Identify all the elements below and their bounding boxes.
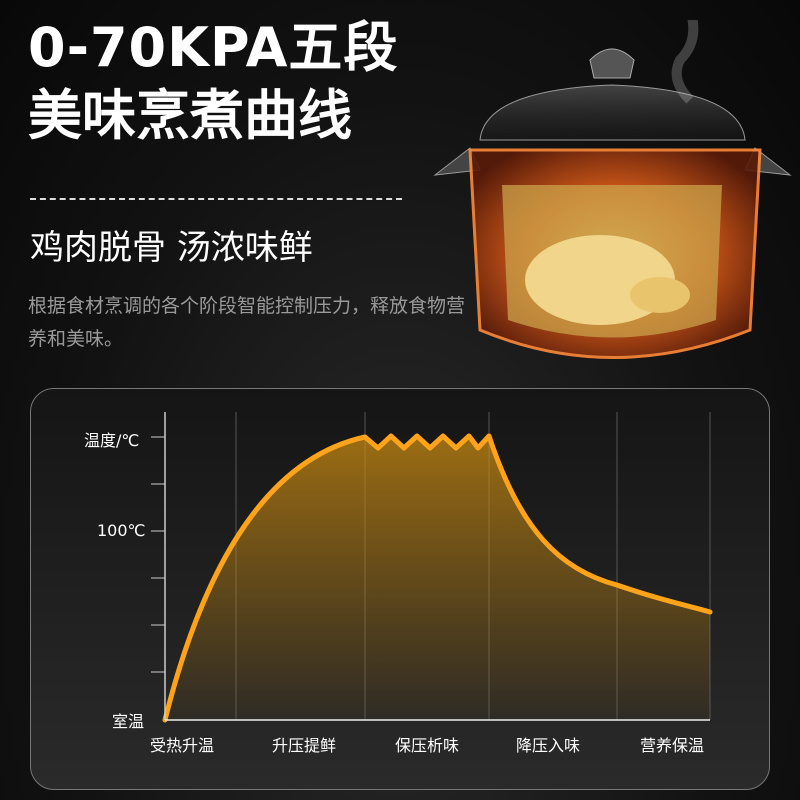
curve-area (165, 436, 710, 720)
headline-highlight: 0-70KPA (28, 16, 289, 79)
stage-label: 升压提鲜 (272, 736, 337, 755)
subtitle: 鸡肉脱骨 汤浓味鲜 (30, 228, 313, 268)
description: 根据食材烹调的各个阶段智能控制压力，释放食物营养和美味。 (28, 295, 466, 350)
headline-rest: 五段 (288, 16, 399, 79)
temperature-curve (162, 433, 713, 723)
y-label-room-temp: 室温 (112, 712, 145, 731)
headline-line2: 美味烹煮曲线 (28, 84, 352, 147)
stage-label: 受热升温 (150, 736, 215, 755)
y-label-100c: 100℃ (97, 521, 146, 540)
divider (30, 198, 402, 200)
y-label-temperature: 温度/℃ (84, 431, 140, 450)
stage-label: 营养保温 (640, 736, 705, 755)
stage-label: 降压入味 (516, 736, 581, 755)
stage-label: 保压析味 (395, 736, 460, 755)
headline-line1: 0-70KPA五段 (28, 18, 398, 78)
pressure-cooker-image (433, 20, 792, 359)
